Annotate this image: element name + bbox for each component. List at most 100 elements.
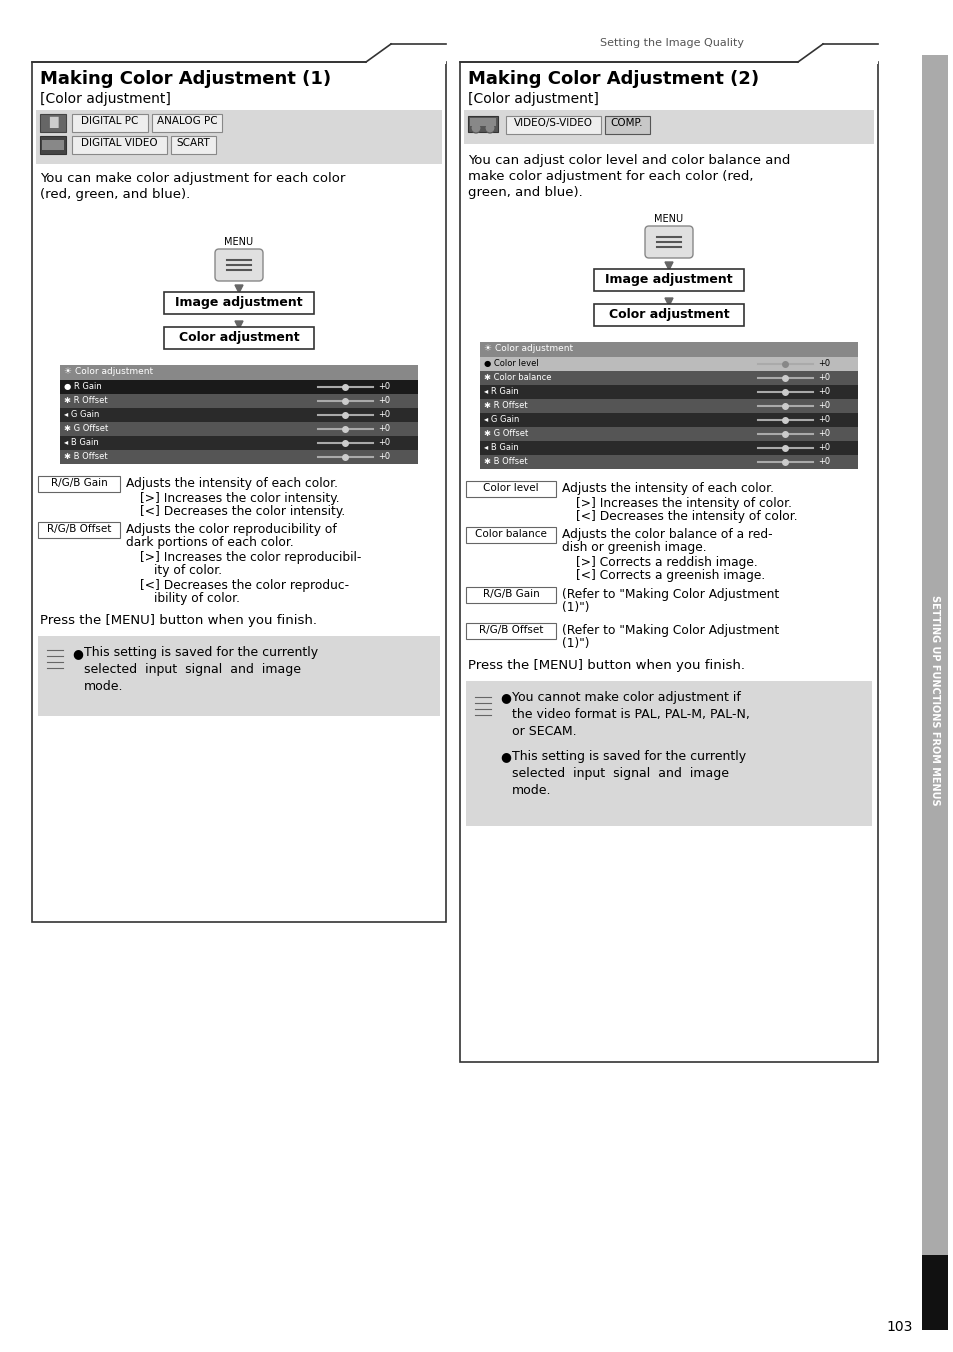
Text: This setting is saved for the currently: This setting is saved for the currently — [84, 646, 317, 658]
Text: +0: +0 — [817, 387, 829, 396]
Bar — [71, 114, 148, 132]
Text: R/G/B Offset: R/G/B Offset — [478, 625, 542, 635]
Bar — [479, 385, 857, 399]
Text: make color adjustment for each color (red,: make color adjustment for each color (re… — [468, 170, 753, 183]
Text: +0: +0 — [377, 425, 390, 433]
Text: DIGITAL PC: DIGITAL PC — [81, 116, 138, 126]
Bar — [38, 522, 120, 538]
Bar — [479, 357, 857, 370]
Bar — [44, 644, 66, 675]
Text: ibility of color.: ibility of color. — [153, 592, 240, 604]
Bar — [40, 137, 66, 154]
Text: (Refer to "Making Color Adjustment: (Refer to "Making Color Adjustment — [561, 588, 779, 602]
Text: +0: +0 — [377, 396, 390, 406]
FancyBboxPatch shape — [214, 249, 263, 281]
Text: ✱ R Offset: ✱ R Offset — [483, 402, 527, 410]
Text: 103: 103 — [886, 1320, 912, 1334]
Bar — [479, 399, 857, 412]
Bar — [32, 62, 446, 922]
Bar — [60, 450, 417, 464]
Text: ●: ● — [499, 750, 511, 763]
Text: R/G/B Gain: R/G/B Gain — [482, 589, 538, 599]
Text: ✱ R Offset: ✱ R Offset — [64, 396, 108, 406]
Bar — [594, 304, 743, 326]
Text: (1)"): (1)") — [561, 602, 589, 614]
Bar — [60, 435, 417, 450]
Text: +0: +0 — [377, 438, 390, 448]
Text: Image adjustment: Image adjustment — [604, 273, 732, 287]
Bar — [38, 635, 439, 717]
Bar — [604, 116, 649, 134]
Text: green, and blue).: green, and blue). — [468, 187, 582, 199]
Text: Adjusts the color balance of a red-: Adjusts the color balance of a red- — [561, 529, 772, 541]
Text: Image adjustment: Image adjustment — [175, 296, 302, 310]
Text: [<] Decreases the intensity of color.: [<] Decreases the intensity of color. — [576, 510, 797, 523]
Polygon shape — [664, 297, 672, 306]
Bar — [71, 137, 167, 154]
Text: +0: +0 — [817, 373, 829, 383]
Text: ◂ R Gain: ◂ R Gain — [483, 387, 518, 396]
Text: [<] Decreases the color reproduc-: [<] Decreases the color reproduc- — [140, 579, 349, 592]
Text: mode.: mode. — [84, 680, 123, 694]
Text: (red, green, and blue).: (red, green, and blue). — [40, 188, 190, 201]
Text: COMP.: COMP. — [610, 118, 642, 128]
Text: Color adjustment: Color adjustment — [608, 308, 728, 320]
Bar — [152, 114, 221, 132]
Bar — [479, 456, 857, 469]
Text: Adjusts the intensity of each color.: Adjusts the intensity of each color. — [561, 483, 773, 495]
Text: R/G/B Gain: R/G/B Gain — [51, 479, 108, 488]
Bar — [459, 62, 877, 1063]
Text: ✱ G Offset: ✱ G Offset — [64, 425, 108, 433]
Text: [<] Corrects a greenish image.: [<] Corrects a greenish image. — [576, 569, 764, 581]
Text: Color level: Color level — [482, 483, 538, 493]
Text: MENU: MENU — [224, 237, 253, 247]
Bar — [465, 481, 556, 498]
Text: selected  input  signal  and  image: selected input signal and image — [512, 767, 728, 780]
Bar — [470, 118, 496, 126]
Bar — [60, 408, 417, 422]
Text: ✱ G Offset: ✱ G Offset — [483, 429, 528, 438]
Bar — [479, 342, 857, 357]
Bar — [60, 393, 417, 408]
Circle shape — [471, 123, 480, 132]
Bar — [465, 623, 556, 639]
Text: +0: +0 — [817, 443, 829, 452]
Text: Color balance: Color balance — [475, 529, 546, 539]
Text: ●: ● — [499, 691, 511, 704]
Text: ✱ B Offset: ✱ B Offset — [64, 452, 108, 461]
Bar — [40, 114, 66, 132]
Text: +0: +0 — [817, 429, 829, 438]
Text: +0: +0 — [817, 415, 829, 425]
Text: Press the [MENU] button when you finish.: Press the [MENU] button when you finish. — [40, 614, 316, 627]
Text: selected  input  signal  and  image: selected input signal and image — [84, 662, 301, 676]
Text: [<] Decreases the color intensity.: [<] Decreases the color intensity. — [140, 506, 345, 518]
Bar — [921, 55, 947, 1255]
Polygon shape — [234, 285, 243, 293]
Text: ✱ B Offset: ✱ B Offset — [483, 457, 527, 466]
Text: ☀ Color adjustment: ☀ Color adjustment — [483, 343, 573, 353]
Bar — [38, 476, 120, 492]
Text: You can adjust color level and color balance and: You can adjust color level and color bal… — [468, 154, 789, 168]
Bar — [797, 59, 877, 64]
Text: You can make color adjustment for each color: You can make color adjustment for each c… — [40, 172, 345, 185]
Text: Press the [MENU] button when you finish.: Press the [MENU] button when you finish. — [468, 658, 744, 672]
Text: +0: +0 — [817, 457, 829, 466]
Text: [>] Corrects a reddish image.: [>] Corrects a reddish image. — [576, 556, 757, 569]
Text: dish or greenish image.: dish or greenish image. — [561, 541, 706, 554]
Text: Adjusts the color reproducibility of: Adjusts the color reproducibility of — [126, 523, 336, 535]
Text: ● Color level: ● Color level — [483, 360, 538, 368]
Bar — [36, 110, 441, 164]
Text: +0: +0 — [377, 383, 390, 391]
Bar — [42, 141, 64, 150]
Text: You cannot make color adjustment if: You cannot make color adjustment if — [512, 691, 740, 704]
Bar — [164, 292, 314, 314]
Text: ity of color.: ity of color. — [153, 564, 222, 577]
Bar — [505, 116, 600, 134]
Polygon shape — [664, 262, 672, 270]
Text: R/G/B Offset: R/G/B Offset — [47, 525, 112, 534]
Text: ● R Gain: ● R Gain — [64, 383, 102, 391]
Bar — [171, 137, 215, 154]
Text: MENU: MENU — [654, 214, 683, 224]
Bar — [465, 527, 556, 544]
Text: ✱ Color balance: ✱ Color balance — [483, 373, 551, 383]
